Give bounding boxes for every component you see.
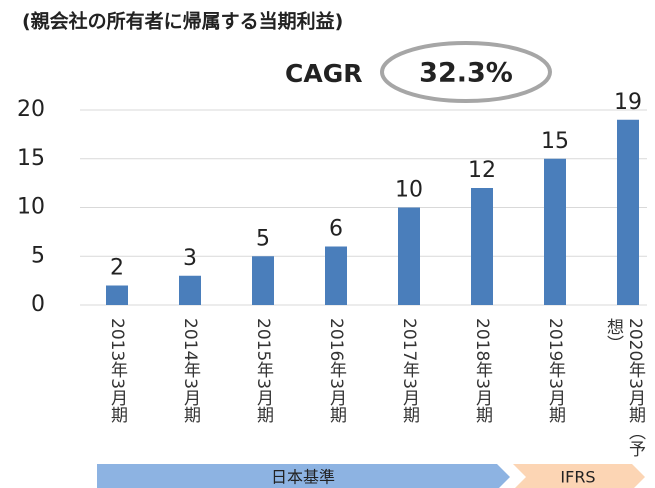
cagr-ellipse bbox=[380, 41, 552, 103]
x-tick-label: 2020年3月期（予想） bbox=[603, 318, 645, 458]
band-label: IFRS bbox=[560, 468, 595, 487]
bar bbox=[252, 256, 274, 305]
cagr-label: CAGR bbox=[285, 59, 362, 88]
x-tick-label: 2016年3月期 bbox=[326, 318, 346, 424]
x-tick-label: 2013年3月期 bbox=[107, 318, 127, 424]
value-label: 5 bbox=[256, 226, 270, 251]
value-label: 19 bbox=[614, 90, 642, 115]
band-arrow bbox=[513, 464, 645, 488]
y-tick-label: 10 bbox=[17, 195, 45, 220]
value-label: 12 bbox=[468, 158, 496, 183]
bar bbox=[106, 285, 128, 305]
bar bbox=[617, 119, 639, 305]
x-tick-label: 2014年3月期 bbox=[180, 318, 200, 424]
y-tick-label: 5 bbox=[31, 243, 45, 268]
x-tick-label: 2017年3月期 bbox=[399, 318, 419, 424]
chart-title: (親会社の所有者に帰属する当期利益) bbox=[22, 10, 343, 33]
bar bbox=[398, 207, 420, 305]
band-label: 日本基準 bbox=[271, 468, 335, 487]
bar bbox=[471, 188, 493, 305]
bar bbox=[325, 246, 347, 305]
value-label: 6 bbox=[329, 217, 343, 242]
y-tick-label: 0 bbox=[31, 292, 45, 317]
cagr-value: 32.3% bbox=[419, 58, 513, 89]
value-label: 10 bbox=[395, 178, 423, 203]
value-label: 2 bbox=[110, 256, 124, 281]
value-label: 3 bbox=[183, 246, 197, 271]
value-label: 15 bbox=[541, 129, 569, 154]
band-arrow bbox=[97, 464, 510, 488]
x-tick-label: 2018年3月期 bbox=[472, 318, 492, 424]
bar bbox=[179, 275, 201, 305]
y-tick-label: 15 bbox=[17, 146, 45, 171]
x-tick-label: 2019年3月期 bbox=[545, 318, 565, 424]
bar bbox=[544, 158, 566, 305]
y-tick-label: 20 bbox=[17, 97, 45, 122]
x-tick-label: 2015年3月期 bbox=[253, 318, 273, 424]
